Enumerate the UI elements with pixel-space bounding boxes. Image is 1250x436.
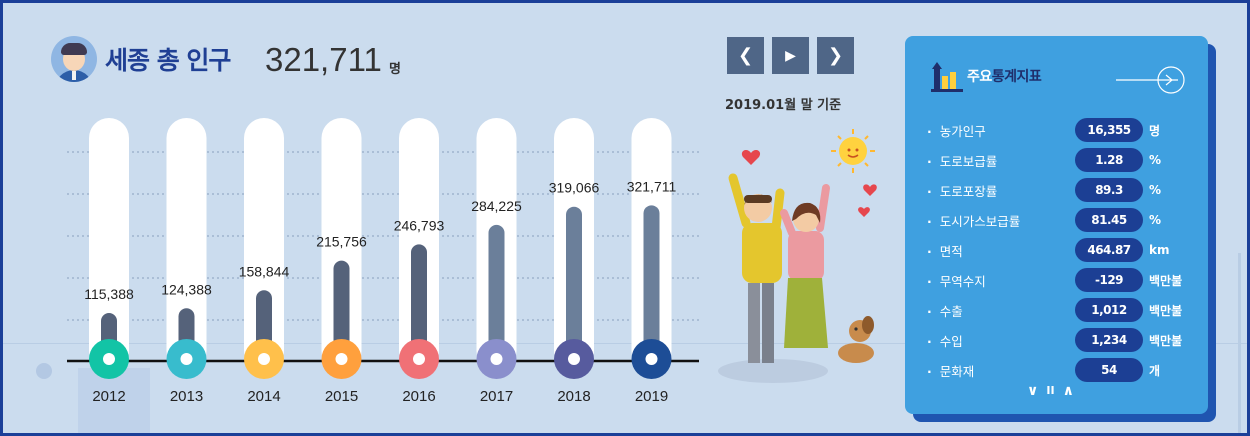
bar-marker-dot [490, 353, 503, 365]
x-tick-label: 2018 [557, 388, 590, 405]
bar-marker-dot [413, 353, 425, 365]
decor-line [1238, 253, 1241, 433]
stat-row-trade-balance: 무역수지 -129 백만불 [927, 267, 1197, 293]
heart-icon [858, 207, 870, 217]
person-avatar-icon [51, 36, 97, 82]
bar-value-label: 321,711 [627, 178, 677, 194]
bar-value-label: 319,066 [549, 180, 600, 196]
decor-line [3, 343, 1247, 344]
bar [488, 224, 505, 361]
heart-icon [741, 150, 761, 165]
decor-block [78, 368, 150, 433]
stat-row-cultural-assets: 문화재 54 개 [927, 357, 1197, 383]
prev-button[interactable]: ❮ [727, 37, 764, 74]
x-tick-label: 2017 [480, 388, 513, 405]
bar-marker-dot [568, 353, 580, 365]
reference-date: 2019.01월 말 기준 [725, 98, 842, 113]
population-bar-chart: 115,388 124,388 158,844 215,756 246,793 284,2… [67, 118, 699, 405]
x-tick-label: 2012 [92, 388, 125, 405]
page-title: 세종 총 인구 [105, 46, 231, 75]
bar-marker-dot [258, 353, 270, 365]
total-population: 321,711 [265, 41, 382, 78]
x-tick-label: 2019 [635, 388, 668, 405]
bar-track [321, 118, 362, 371]
bar-track [244, 118, 284, 371]
sun-icon [831, 129, 875, 173]
bar-track [89, 118, 129, 371]
stat-row-farm-population: 농가인구 16,355 명 [927, 117, 1197, 143]
stat-value: 1.28 [1075, 148, 1143, 172]
bar-marker-dot [645, 353, 658, 365]
bar-value-label: 115,388 [84, 286, 134, 302]
title-group: 세종 총 인구 [51, 36, 231, 82]
stat-row-city-gas: 도시가스보급률 81.45 % [927, 207, 1197, 233]
pause-button[interactable]: II [1046, 384, 1055, 397]
play-button[interactable]: ▶ [772, 37, 809, 74]
key-stats-panel: 주요통계지표 농가인구 16,355 명 도로보급률 1.28 % 도로포장률 … [905, 36, 1208, 414]
panel-title: 주요통계지표 [967, 69, 1042, 85]
bar [411, 244, 427, 361]
bar [643, 205, 660, 361]
stat-value: 1,012 [1075, 298, 1143, 322]
stat-value: 81.45 [1075, 208, 1143, 232]
stat-row-imports: 수입 1,234 백만불 [927, 327, 1197, 353]
arrow-circle-icon [1116, 66, 1185, 94]
total-unit: 명 [389, 62, 401, 77]
stat-value: 16,355 [1075, 118, 1143, 142]
family-illustration [718, 129, 877, 383]
bar-value-label: 124,388 [161, 281, 212, 297]
heart-icon [863, 184, 877, 196]
bar-value-label: 246,793 [394, 217, 445, 233]
stat-value: 464.87 [1075, 238, 1143, 262]
next-button[interactable]: ❯ [817, 37, 854, 74]
bar-chart-icon [931, 62, 963, 92]
x-tick-label: 2016 [402, 388, 435, 405]
stat-row-exports: 수출 1,012 백만불 [927, 297, 1197, 323]
bar-track [166, 118, 207, 371]
man-figure [728, 173, 785, 363]
panel-pager: ∨ II ∧ [1027, 383, 1074, 399]
scroll-up-button[interactable]: ∧ [1062, 383, 1074, 399]
bar [333, 260, 350, 361]
x-tick-label: 2014 [247, 388, 280, 405]
x-tick-label: 2015 [325, 388, 358, 405]
stat-row-road-paving: 도로포장률 89.3 % [927, 177, 1197, 203]
stat-row-road-supply: 도로보급률 1.28 % [927, 147, 1197, 173]
bar [566, 206, 582, 361]
bar-value-label: 284,225 [471, 198, 522, 214]
decor-dot [36, 363, 52, 379]
bar-value-label: 215,756 [316, 234, 367, 250]
panel-header: 주요통계지표 [931, 60, 1042, 92]
bar-value-label: 158,844 [239, 263, 290, 279]
woman-figure [780, 184, 830, 348]
scroll-down-button[interactable]: ∨ [1027, 383, 1039, 399]
stat-value: 54 [1075, 358, 1143, 382]
stat-value: 89.3 [1075, 178, 1143, 202]
bar-marker-dot [103, 353, 115, 365]
stat-value: -129 [1075, 268, 1143, 292]
x-tick-label: 2013 [170, 388, 203, 405]
stat-row-area: 면적 464.87 km [927, 237, 1197, 263]
bar-marker-dot [335, 353, 348, 365]
stat-value: 1,234 [1075, 328, 1143, 352]
dog-figure [838, 316, 874, 363]
bar-marker-dot [180, 353, 193, 365]
